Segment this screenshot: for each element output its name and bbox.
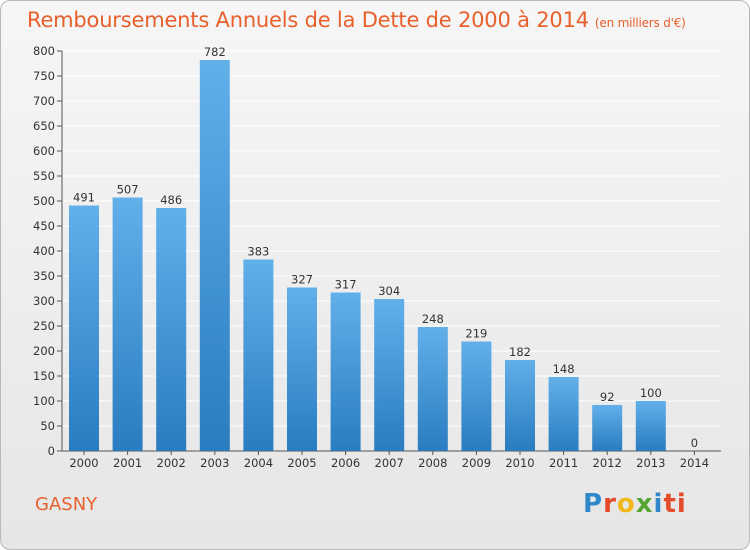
y-tick-label: 500 (33, 194, 55, 208)
bar (330, 292, 361, 451)
city-name: GASNY (35, 494, 98, 515)
data-label: 0 (691, 436, 698, 450)
bar (112, 197, 143, 451)
chart-title-text: Remboursements Annuels de la Dette de 20… (27, 8, 589, 32)
y-tick-label: 400 (33, 244, 55, 258)
data-label: 491 (73, 191, 95, 205)
data-label: 383 (247, 245, 269, 259)
y-tick-label: 800 (33, 44, 55, 58)
y-tick-label: 350 (33, 269, 55, 283)
data-label: 507 (117, 183, 139, 197)
proxiti-logo: Proxiti (583, 489, 687, 519)
x-tick-label: 2014 (680, 456, 709, 470)
x-tick-label: 2010 (505, 456, 534, 470)
x-tick-label: 2006 (331, 456, 360, 470)
x-tick-label: 2011 (549, 456, 578, 470)
bar (592, 405, 623, 451)
y-tick-label: 0 (48, 444, 55, 458)
data-label: 100 (640, 386, 662, 400)
bar (505, 360, 535, 451)
bar (417, 327, 448, 451)
x-tick-label: 2007 (375, 456, 404, 470)
data-label: 219 (465, 327, 487, 341)
y-tick-label: 100 (33, 394, 55, 408)
data-label: 248 (422, 312, 444, 326)
chart-unit: (en milliers d'€) (594, 16, 686, 30)
x-tick-label: 2000 (69, 456, 98, 470)
data-label: 327 (291, 273, 313, 287)
bar (374, 299, 405, 451)
bar (461, 341, 492, 451)
x-tick-label: 2003 (200, 456, 229, 470)
y-tick-label: 550 (33, 169, 55, 183)
bar (69, 205, 99, 451)
bar (287, 287, 317, 451)
y-tick-label: 200 (33, 344, 55, 358)
x-tick-label: 2008 (418, 456, 447, 470)
bar (635, 401, 666, 451)
x-tick-label: 2005 (287, 456, 316, 470)
y-tick-label: 700 (33, 94, 55, 108)
data-label: 148 (553, 362, 575, 376)
data-label: 317 (335, 278, 357, 292)
x-tick-label: 2012 (593, 456, 622, 470)
bar (199, 60, 230, 451)
x-tick-label: 2002 (157, 456, 186, 470)
data-label: 304 (378, 284, 400, 298)
data-label: 782 (204, 45, 226, 59)
y-tick-label: 300 (33, 294, 55, 308)
x-tick-label: 2009 (462, 456, 491, 470)
y-tick-label: 50 (40, 419, 55, 433)
bar (548, 377, 579, 451)
data-label: 182 (509, 345, 531, 359)
y-tick-label: 650 (33, 119, 55, 133)
x-tick-label: 2001 (113, 456, 142, 470)
data-label: 486 (160, 193, 182, 207)
x-tick-label: 2013 (636, 456, 665, 470)
x-tick-label: 2004 (244, 456, 273, 470)
y-tick-label: 150 (33, 369, 55, 383)
data-label: 92 (600, 390, 615, 404)
chart-title: Remboursements Annuels de la Dette de 20… (27, 8, 686, 32)
y-tick-label: 750 (33, 69, 55, 83)
y-tick-label: 600 (33, 144, 55, 158)
y-tick-label: 250 (33, 319, 55, 333)
bar (243, 259, 274, 451)
bar (156, 208, 187, 451)
y-tick-label: 450 (33, 219, 55, 233)
